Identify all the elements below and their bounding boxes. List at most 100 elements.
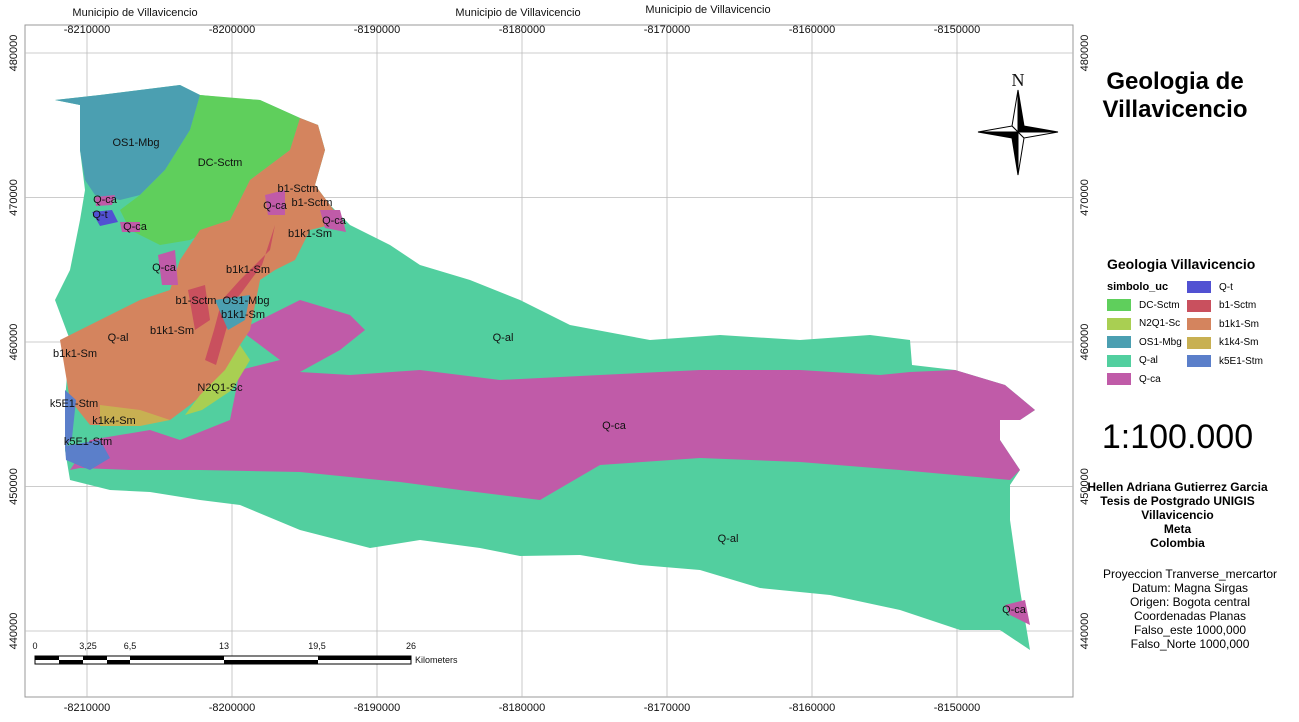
unit-label: k5E1-Stm (50, 398, 98, 410)
scalebar-segment (35, 656, 59, 660)
unit-label: Q-al (493, 332, 514, 344)
unit-q-t (92, 210, 118, 226)
scalebar-segment (224, 660, 318, 664)
author-line: Hellen Adriana Gutierrez Garcia (1087, 480, 1268, 494)
unit-label: Q-ca (152, 262, 177, 274)
unit-label: OS1-Mbg (112, 137, 159, 149)
legend-item: OS1-Mbg (1107, 336, 1182, 348)
x-coordinate-label: -8190000 (354, 24, 401, 36)
legend-swatch (1187, 355, 1211, 367)
unit-label: Q-al (108, 332, 129, 344)
legend-swatch (1187, 281, 1211, 293)
legend-label: Q-ca (1139, 373, 1161, 385)
scalebar-segment (59, 660, 83, 664)
scalebar-tick-label: 0 (32, 641, 37, 651)
unit-label: Q-al (718, 533, 739, 545)
unit-labels: OS1-Mbg DC-Sctm Q-ca Q-t Q-ca b1-Sctm Q-… (50, 137, 1027, 616)
unit-label: N2Q1-Sc (197, 382, 243, 394)
scalebar-tick-label: 6,5 (124, 641, 137, 651)
unit-label: Q-ca (263, 200, 288, 212)
legend-field: simbolo_uc (1107, 281, 1169, 293)
legend-swatch (1107, 299, 1131, 311)
x-coordinate-label: -8150000 (934, 24, 981, 36)
unit-label: k5E1-Stm (64, 436, 112, 448)
x-coordinate-label: -8190000 (354, 702, 401, 714)
y-coordinate-label: 460000 (8, 324, 20, 361)
unit-label: b1-Sctm (292, 197, 333, 209)
unit-label: Q-ca (93, 194, 118, 206)
y-coordinate-label: 440000 (8, 613, 20, 650)
unit-q-ca (70, 300, 1035, 500)
projection-line: Proyeccion Tranverse_mercartor (1102, 567, 1278, 581)
scale-text: 1:100.000 (1101, 418, 1254, 456)
x-coordinate-label: -8170000 (644, 702, 691, 714)
unit-dc-sctm (120, 95, 300, 245)
x-coordinate-label: -8180000 (499, 24, 546, 36)
unit-n2q1-sc (185, 345, 250, 415)
scalebar-segment (130, 656, 224, 660)
legend-item: Q-ca (1107, 373, 1161, 385)
y-coordinate-label: 470000 (1079, 179, 1091, 216)
legend-label: b1k1-Sm (1219, 318, 1260, 330)
unit-k1k4-sm (100, 405, 170, 426)
unit-label: b1k1-Sm (221, 309, 265, 321)
scalebar-segment (318, 656, 411, 660)
author-line: Villavicencio (1141, 508, 1214, 522)
unit-label: OS1-Mbg (222, 295, 269, 307)
coordinate-labels: -8210000 -8210000 -8200000 -8200000 -8190000… (8, 24, 1091, 714)
unit-k5e1-stm (65, 390, 110, 470)
y-coordinate-label: 440000 (1079, 613, 1091, 650)
unit-label: b1k1-Sm (53, 348, 97, 360)
legend-swatch (1107, 354, 1131, 367)
y-coordinate-label: 450000 (8, 468, 20, 505)
unit-label: Q-ca (322, 215, 347, 227)
legend-label: N2Q1-Sc (1139, 318, 1181, 329)
legend-label: k1k4-Sm (1219, 337, 1259, 348)
projection-line: Falso_Norte 1000,000 (1130, 637, 1250, 651)
unit-b1-sctm (188, 225, 275, 365)
x-coordinate-label: -8170000 (644, 24, 691, 36)
x-coordinate-label: -8180000 (499, 702, 546, 714)
x-coordinate-label: -8160000 (789, 24, 836, 36)
legend-item: b1k1-Sm (1187, 318, 1259, 330)
unit-os1-mbg (215, 295, 250, 330)
author-line: Colombia (1150, 536, 1205, 550)
unit-label: Q-ca (602, 420, 627, 432)
legend-title: Geologia Villavicencio (1107, 256, 1256, 272)
scalebar-segment (83, 656, 107, 660)
unit-label: b1k1-Sm (226, 264, 270, 276)
geology (55, 85, 1035, 650)
unit-label: b1k1-Sm (288, 228, 332, 240)
x-coordinate-label: -8200000 (209, 702, 256, 714)
municipality-label: Municipio de Villavicencio (645, 4, 770, 16)
legend-swatch (1187, 318, 1211, 330)
north-label: N (1012, 70, 1025, 90)
x-coordinate-label: -8210000 (64, 24, 111, 36)
legend-label: DC-Sctm (1139, 299, 1180, 311)
legend-label: k5E1-Stm (1219, 355, 1263, 367)
legend-swatch (1107, 336, 1131, 348)
scalebar-tick-label: 19,5 (308, 641, 326, 651)
legend-label: Q-al (1139, 355, 1158, 366)
y-coordinate-label: 480000 (1079, 35, 1091, 72)
legend-item: k5E1-Stm (1187, 355, 1263, 367)
unit-label: Q-ca (123, 221, 148, 233)
unit-label: Q-ca (1002, 604, 1027, 616)
x-coordinate-label: -8160000 (789, 702, 836, 714)
y-coordinate-label: 480000 (8, 35, 20, 72)
unit-label: DC-Sctm (198, 157, 243, 169)
map-title: Geologia de Villavicencio (1102, 68, 1248, 123)
municipality-label: Municipio de Villavicencio (72, 7, 197, 19)
projection-line: Origen: Bogota central (1129, 595, 1251, 609)
unit-label: Q-t (92, 209, 107, 221)
projection-line: Falso_este 1000,000 (1133, 623, 1247, 637)
legend-swatch (1107, 373, 1131, 385)
unit-q-ca (95, 190, 346, 285)
legend-label: OS1-Mbg (1139, 336, 1182, 348)
unit-label: b1k1-Sm (150, 325, 194, 337)
x-coordinate-label: -8200000 (209, 24, 256, 36)
legend-swatch (1187, 336, 1211, 349)
y-coordinate-label: 450000 (1079, 468, 1091, 505)
